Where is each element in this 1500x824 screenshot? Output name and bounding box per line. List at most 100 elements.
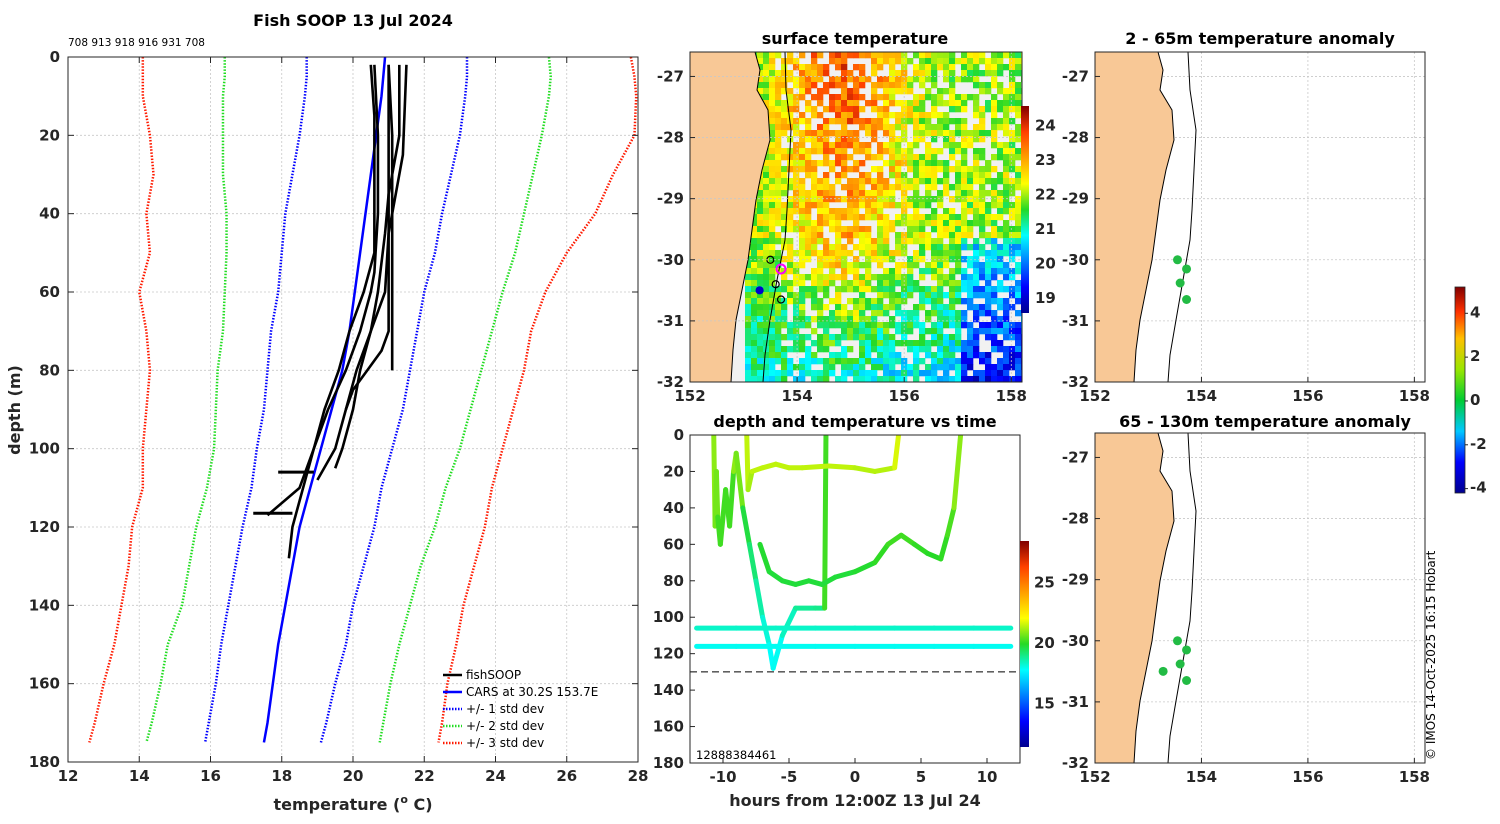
fishsoop-profile-1 (287, 64, 380, 559)
series-line-cars-at-30-2s-153-7e (262, 57, 387, 743)
tick-label-lon: 158 (1399, 387, 1430, 405)
anomaly-shallow-points (1173, 255, 1192, 304)
tick-label-x: 18 (271, 767, 292, 785)
tick-label-x: 20 (343, 767, 364, 785)
tick-label-lon: 158 (1399, 768, 1430, 786)
anomaly-deep-frame (1094, 432, 1426, 764)
anomaly-point (1175, 278, 1185, 288)
tick-label-lon: 156 (1292, 768, 1323, 786)
tick-label-lat: -27 (657, 67, 684, 85)
tick-label-lat: -32 (657, 373, 684, 391)
series-line--1-std-dev (319, 57, 469, 743)
trace-segment-trace3 (944, 505, 957, 538)
tick-label-lat: -30 (657, 251, 684, 269)
trace-segment-trace1 (733, 450, 746, 511)
colorbar-tick-label: 21 (1035, 220, 1056, 238)
sst-land (690, 52, 771, 382)
tick-label-x: 28 (628, 767, 649, 785)
trace-segment-trace3 (819, 574, 838, 587)
tick-label-y: 180 (29, 753, 60, 771)
anomaly-shallow-land (1095, 52, 1175, 382)
trace-segment-trace1 (740, 505, 752, 547)
trace-segment-trace1 (713, 468, 721, 520)
anomaly-point (1182, 645, 1192, 655)
tick-label-y: 80 (663, 572, 684, 590)
anomaly-shallow-map (1095, 52, 1197, 382)
trace-segment-trace3 (938, 532, 950, 562)
trace-segment-trace3 (766, 569, 785, 584)
trace-segment-trace2 (745, 468, 755, 493)
trace-segment-trace3 (757, 541, 772, 575)
tick-label-lat: -32 (1062, 754, 1089, 772)
tick-label-lat: -28 (1062, 510, 1089, 528)
tick-label-y: 20 (663, 462, 684, 480)
trace-segment-trace1 (770, 632, 785, 671)
tick-label-lat: -29 (657, 190, 684, 208)
tick-label-y: 0 (674, 426, 684, 444)
trace-segment-trace2 (872, 465, 898, 474)
anomaly-shallow-ticks: 152 154 156 158 -27 -28 -29 -30 -31 -32 (1062, 67, 1430, 405)
anomaly-point (1182, 676, 1192, 685)
tick-label-y: 120 (29, 518, 60, 536)
profile-ticks: 12 14 16 18 20 22 24 26 28 0 20 40 60 80 100 120 140 160 1… (29, 48, 649, 785)
anomaly-deep-ticks: 152 154 156 158 -27 -28 -29 -30 -31 -32 (1062, 448, 1430, 786)
fishsoop-profile-2 (344, 64, 390, 410)
tick-label-x: 10 (977, 768, 998, 786)
colorbar-tick-label: 25 (1034, 573, 1055, 591)
anomaly-deep-contour (1167, 433, 1197, 763)
series-line--2-std-dev (378, 57, 552, 743)
tick-label-y: 140 (29, 596, 60, 614)
tick-label-lon: 156 (889, 387, 920, 405)
colorbar-tick-label: 0 (1470, 391, 1480, 409)
anomaly-point (1182, 295, 1192, 304)
tick-label-y: 40 (39, 205, 60, 223)
colorbar-tick-label: 15 (1034, 695, 1055, 713)
tick-label-lat: -27 (1062, 67, 1089, 85)
trace-segment-trace3 (885, 532, 904, 547)
anomaly-deep-land (1095, 433, 1175, 763)
tick-label-y: 160 (29, 675, 60, 693)
trace-segment-trace1 (760, 614, 772, 648)
anomaly-point (1158, 666, 1168, 676)
series-line--1-std-dev (203, 57, 308, 743)
depth-time-panel: depth and temperature vs time -10 -5 0 5 100… (653, 412, 1055, 810)
fishsoop-profile-4 (316, 64, 408, 481)
trace-segment-trace2 (852, 465, 878, 474)
sst-colorbar-ticks: 19 20 21 22 23 24 (1035, 117, 1056, 308)
anomaly-point (1173, 255, 1182, 265)
trace-segment-trace3 (911, 541, 931, 556)
anomaly-shallow-frame (1094, 51, 1426, 383)
anomaly-point (1173, 636, 1182, 646)
tick-label-lat: -29 (1062, 571, 1089, 589)
anomaly-point (1175, 659, 1185, 669)
tick-label-lon: 152 (1079, 768, 1110, 786)
profile-ids-label: 708 913 918 916 931 708 (68, 37, 205, 49)
anomaly-deep-title: 65 - 130m temperature anomaly (1119, 412, 1411, 431)
tick-label-y: 0 (50, 48, 60, 66)
tick-label-lat: -28 (657, 129, 684, 147)
tick-label-lat: -30 (1062, 251, 1089, 269)
profile-lines (88, 57, 638, 743)
tick-label-lon: 152 (674, 387, 705, 405)
anomaly-shallow-panel: 2 - 65m temperature anomaly 152 154 156 158… (1062, 29, 1430, 405)
tick-label-lon: 154 (1186, 768, 1217, 786)
anomaly-point (1182, 264, 1192, 274)
tick-label-lat: -31 (1062, 312, 1089, 330)
trace-segment-trace3 (872, 541, 891, 566)
tick-label-x: 14 (129, 767, 150, 785)
fishsoop-profile-5 (387, 64, 394, 371)
tick-label-lon: 152 (1079, 387, 1110, 405)
sst-map (690, 52, 1022, 382)
tick-label-lat: -31 (657, 312, 684, 330)
sst-title: surface temperature (762, 29, 949, 48)
profile-ylabel: depth (m) (5, 365, 24, 455)
tick-label-y: 40 (663, 499, 684, 517)
anomaly-colorbar (1454, 286, 1466, 494)
anomaly-deep-map (1095, 433, 1197, 763)
profile-legend: fishSOOP CARS at 30.2S 153.7E +/- 1 std … (443, 668, 598, 750)
station-marker (771, 280, 780, 289)
colorbar-tick-label: 23 (1035, 151, 1056, 169)
colorbar-tick-label: 20 (1035, 255, 1056, 273)
